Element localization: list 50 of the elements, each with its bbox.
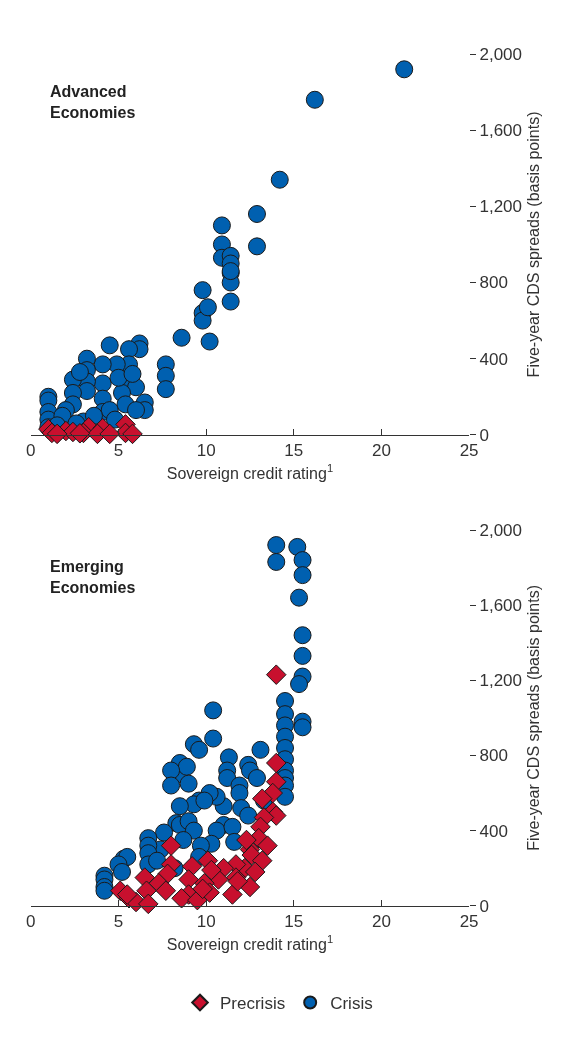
point bbox=[266, 752, 287, 774]
y-tick-label: 1,600 bbox=[479, 121, 523, 141]
x-tick-label: 25 bbox=[459, 441, 479, 461]
x-tick-label: 20 bbox=[371, 441, 391, 461]
point bbox=[239, 876, 261, 898]
point bbox=[244, 861, 266, 883]
legend-label: Crisis bbox=[330, 994, 373, 1014]
x-tick-label: 5 bbox=[113, 441, 124, 461]
point bbox=[138, 893, 159, 915]
y-axis-title: Five-year CDS spreads (basis points) bbox=[524, 584, 542, 851]
point bbox=[201, 859, 222, 881]
x-tick-label: 0 bbox=[26, 441, 36, 461]
legend-label: Precrisis bbox=[220, 994, 286, 1014]
x-tick-label: 15 bbox=[284, 912, 304, 932]
text: Advanced Economies bbox=[50, 83, 136, 121]
y-tick-label: 0 bbox=[479, 896, 489, 916]
point bbox=[155, 880, 177, 901]
x-axis-title: Sovereign credit rating$^{1}$ bbox=[166, 933, 334, 953]
x-axis-title: Sovereign credit rating$^{1}$ bbox=[166, 462, 334, 482]
point bbox=[192, 878, 213, 900]
x-tick-label: 10 bbox=[196, 441, 216, 461]
y-tick-label: 2,000 bbox=[479, 520, 523, 540]
text: Emerging Economies bbox=[50, 558, 136, 596]
y-tick-label: 1,200 bbox=[479, 671, 523, 691]
point bbox=[236, 829, 257, 851]
point bbox=[171, 888, 192, 909]
x-tick-label: 0 bbox=[26, 912, 36, 932]
y-tick-label: 400 bbox=[479, 349, 508, 369]
point bbox=[117, 884, 138, 905]
y-tick-label: 1,600 bbox=[479, 596, 523, 616]
y-tick-label: 0 bbox=[479, 425, 489, 445]
y-tick-label: 800 bbox=[479, 273, 508, 293]
x-tick-label: 15 bbox=[284, 441, 304, 461]
point bbox=[251, 788, 273, 809]
point bbox=[160, 835, 182, 856]
y-tick-label: 400 bbox=[479, 821, 508, 841]
point bbox=[266, 664, 287, 685]
y-axis-title: Five-year CDS spreads (basis points) bbox=[524, 111, 542, 378]
x-tick-label: 10 bbox=[196, 912, 216, 932]
point bbox=[222, 884, 243, 905]
y-tick-label: 1,200 bbox=[479, 197, 523, 217]
x-tick-label: 5 bbox=[113, 912, 124, 932]
point bbox=[178, 869, 199, 890]
point bbox=[257, 835, 278, 856]
point bbox=[251, 850, 273, 871]
y-tick-label: 2,000 bbox=[479, 45, 523, 65]
x-tick-label: 25 bbox=[459, 912, 479, 932]
x-tick-label: 20 bbox=[371, 912, 391, 932]
y-tick-label: 800 bbox=[479, 746, 508, 766]
point bbox=[181, 856, 203, 877]
